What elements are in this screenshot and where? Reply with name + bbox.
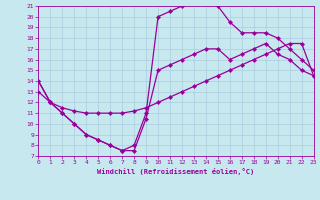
X-axis label: Windchill (Refroidissement éolien,°C): Windchill (Refroidissement éolien,°C) <box>97 168 255 175</box>
